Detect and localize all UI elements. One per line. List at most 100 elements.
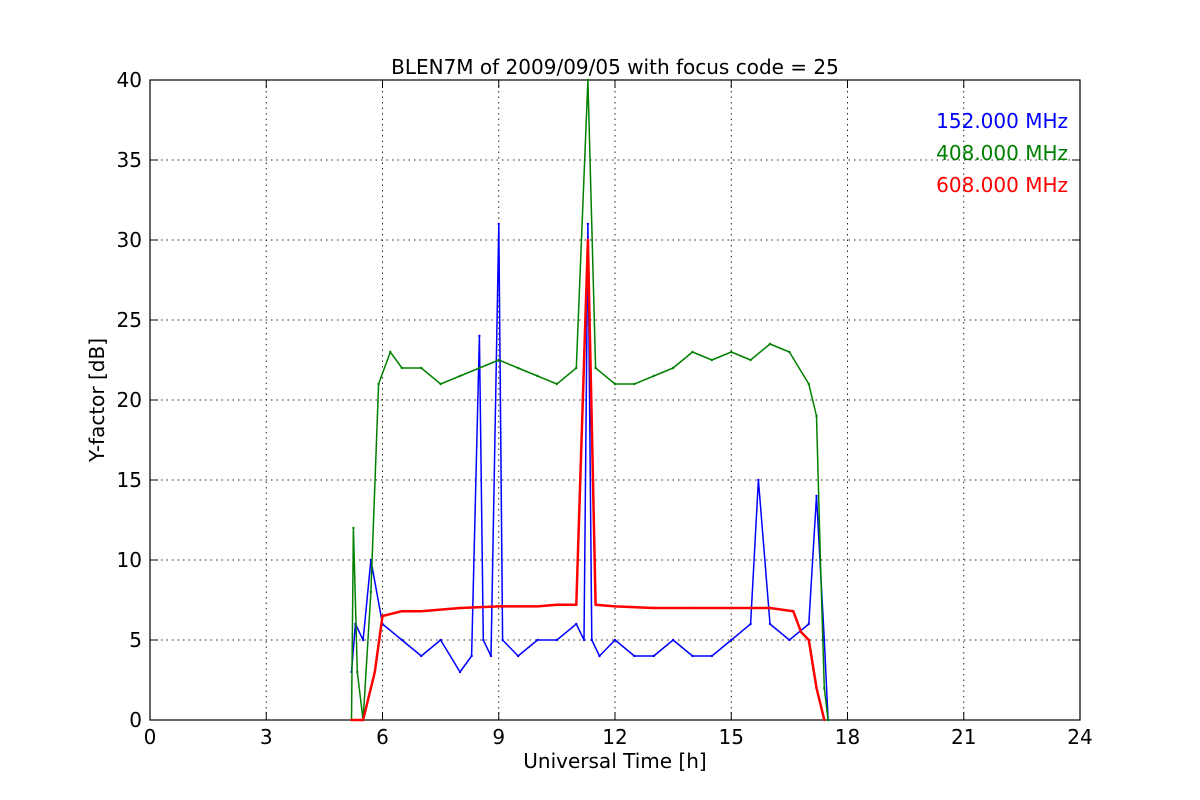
series-2-point	[594, 603, 597, 606]
series-1-point	[389, 350, 392, 354]
legend-entry-2: 608.000 MHz	[936, 173, 1068, 197]
ticks: 0 3 6 9 12 15 18 21 24 0 5 10 15 20 25 30 35 40	[117, 68, 1093, 749]
y-tick-label: 25	[117, 308, 142, 332]
series-2-point	[768, 606, 772, 610]
series-2-point	[586, 238, 590, 242]
series-line-1	[350, 79, 829, 721]
series-2-point	[373, 670, 376, 674]
series-2-point	[361, 718, 365, 722]
series-2-point	[350, 718, 353, 722]
x-tick-label: 6	[376, 725, 389, 749]
grid	[150, 80, 1080, 720]
series-1-point	[691, 350, 694, 354]
series-1-point	[788, 350, 791, 354]
series-0-point	[749, 622, 752, 626]
series-1-point	[377, 382, 380, 386]
x-tick-label: 0	[144, 725, 157, 749]
series-2-point	[458, 606, 462, 610]
series-layer	[350, 78, 830, 722]
series-0-point	[757, 478, 760, 482]
series-1-point	[352, 526, 355, 530]
series-0-point	[439, 638, 442, 642]
series-0-point	[613, 638, 617, 642]
series-1-point	[749, 358, 752, 362]
series-0-point	[536, 638, 539, 642]
series-0-point	[582, 638, 586, 642]
series-1-point	[458, 374, 462, 378]
series-line-0	[350, 223, 829, 721]
legend: 152.000 MHz 408.000 MHz 608.000 MHz	[936, 109, 1068, 197]
series-1-point	[497, 358, 500, 362]
y-tick-label: 40	[117, 68, 142, 92]
x-tick-label: 18	[835, 725, 860, 749]
series-1-point	[823, 686, 826, 690]
series-2-point	[555, 603, 559, 606]
y-tick-label: 5	[129, 628, 142, 652]
series-0-point	[470, 654, 473, 658]
series-2-point	[691, 606, 694, 610]
series-1-point	[575, 366, 578, 370]
series-0-point	[516, 654, 520, 658]
series-1-point	[420, 366, 423, 370]
y-axis-label: Y-factor [dB]	[85, 338, 109, 463]
series-2-point	[420, 610, 423, 613]
x-tick-label: 3	[260, 725, 273, 749]
series-2-point	[730, 606, 733, 610]
series-1-point	[594, 366, 597, 370]
series-1-point	[369, 590, 373, 594]
series-1-point	[516, 366, 520, 370]
series-0-point	[555, 638, 559, 642]
series-1-point	[768, 342, 772, 346]
series-1-point	[730, 350, 733, 354]
y-tick-label: 0	[129, 708, 142, 732]
legend-entry-0: 152.000 MHz	[936, 109, 1068, 133]
series-2-point	[799, 630, 803, 634]
series-0-point	[823, 638, 826, 642]
series-1-point	[400, 366, 404, 370]
series-0-point	[482, 638, 485, 642]
series-0-point	[400, 638, 404, 642]
series-2-point	[807, 638, 810, 642]
x-tick-label: 15	[719, 725, 744, 749]
series-0-point	[497, 222, 500, 226]
series-1-point	[671, 366, 675, 370]
series-2-point	[536, 605, 539, 608]
y-tick-label: 10	[117, 548, 142, 572]
series-0-point	[501, 638, 504, 642]
series-2-point	[823, 718, 826, 722]
series-0-point	[478, 334, 481, 338]
series-2-point	[575, 603, 578, 606]
series-0-point	[489, 654, 493, 658]
series-line-2	[351, 238, 826, 722]
series-1-point	[536, 374, 539, 378]
series-1-point	[439, 382, 442, 386]
x-axis-label: Universal Time [h]	[523, 749, 706, 773]
y-tick-label: 35	[117, 148, 142, 172]
series-0-point	[671, 638, 675, 642]
series-1-point	[478, 366, 481, 370]
legend-entry-1: 408.000 MHz	[936, 141, 1068, 165]
series-0-point	[652, 654, 655, 658]
x-tick-label: 12	[602, 725, 627, 749]
series-0-point	[691, 654, 694, 658]
series-1-point	[826, 718, 830, 722]
x-tick-label: 9	[492, 725, 505, 749]
series-1-point	[633, 382, 636, 386]
series-2-point	[400, 610, 404, 613]
series-1-point	[819, 558, 822, 562]
series-1-point	[807, 382, 810, 386]
series-2-point	[497, 605, 500, 608]
series-2-point	[652, 606, 655, 610]
series-0-point	[815, 494, 818, 498]
y-tick-label: 15	[117, 468, 142, 492]
series-2-point	[381, 614, 384, 618]
series-2-point	[613, 605, 617, 608]
series-2-point	[792, 610, 795, 613]
x-tick-label: 24	[1067, 725, 1092, 749]
series-0-point	[730, 638, 733, 642]
series-0-point	[575, 622, 578, 626]
x-tick-label: 21	[951, 725, 976, 749]
series-0-point	[361, 638, 365, 642]
series-1-point	[815, 414, 818, 418]
